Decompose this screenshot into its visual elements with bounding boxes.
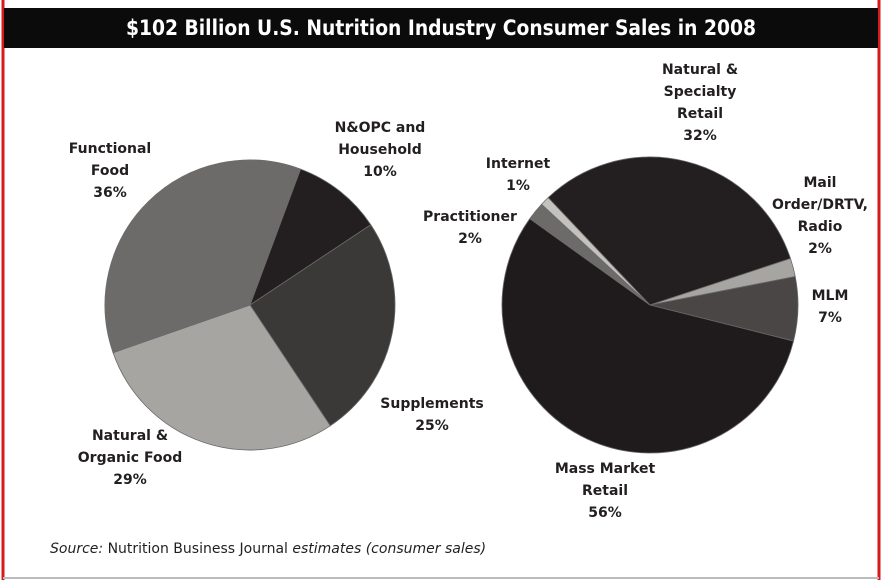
slice-label-line: Mass Market: [555, 461, 656, 477]
slice-label: Practitioner: [423, 209, 517, 225]
slice-label-line: Functional: [69, 141, 151, 157]
slice-value-label: 25%: [415, 418, 449, 434]
source-note: estimates (consumer sales): [292, 541, 486, 557]
slice-label-line: Mail: [804, 175, 837, 191]
pie-slice: [249, 224, 396, 427]
slice-label-line: MLM: [812, 288, 849, 304]
slice-value-label: 1%: [506, 178, 530, 194]
slice-label-line: Order/DRTV,: [772, 197, 868, 213]
slice-value-label: 36%: [93, 185, 127, 201]
slice-value-label: 10%: [363, 164, 397, 180]
pie-slice: [249, 168, 372, 307]
pie-slice: [104, 159, 302, 354]
slice-value-label: 29%: [113, 472, 147, 488]
source: Source: Nutrition Business Journal estim…: [50, 541, 486, 557]
pie-slice: [547, 156, 792, 306]
slice-label-line: Natural &: [662, 62, 738, 78]
slice-label: N&OPC and Household: [335, 120, 426, 158]
slice-label: MLM: [812, 288, 849, 304]
slice-label-line: Retail: [677, 106, 723, 122]
slice-label-line: Organic Food: [78, 450, 182, 466]
slice-label: Internet: [486, 156, 551, 172]
slice-label: Supplements: [380, 396, 483, 412]
slice-label-line: Household: [338, 142, 422, 158]
chart-title: $102 Billion U.S. Nutrition Industry Con…: [126, 16, 756, 40]
slice-value-label: 56%: [588, 505, 622, 521]
slice-label-line: Natural &: [92, 428, 168, 444]
slice-label-line: N&OPC and: [335, 120, 426, 136]
pie-slice: [541, 197, 651, 306]
slice-label-line: Radio: [798, 219, 843, 235]
title-bar: [4, 8, 878, 48]
slice-label-line: Practitioner: [423, 209, 517, 225]
slice-value-label: 2%: [458, 231, 482, 247]
slice-label-line: Food: [91, 163, 129, 179]
source-publisher: Nutrition Business Journal: [108, 541, 288, 557]
slice-value-label: 2%: [808, 241, 832, 257]
pie-slice: [501, 218, 795, 454]
slice-value-label: 32%: [683, 128, 717, 144]
slice-label-line: Supplements: [380, 396, 483, 412]
slice-value-label: 7%: [818, 310, 842, 326]
source-label: Source:: [50, 541, 103, 557]
slice-label: Functional Food: [69, 141, 151, 179]
slice-label-line: Internet: [486, 156, 551, 172]
pie-slice: [112, 304, 331, 451]
slice-label: Mass Market Retail: [555, 461, 656, 499]
slice-label: Mail Order/DRTV, Radio: [772, 175, 868, 235]
slice-label: Natural & Organic Food: [78, 428, 182, 466]
slice-label: Natural & Specialty Retail: [662, 62, 738, 122]
slice-label-line: Specialty: [664, 84, 737, 100]
slice-label-line: Retail: [582, 483, 628, 499]
